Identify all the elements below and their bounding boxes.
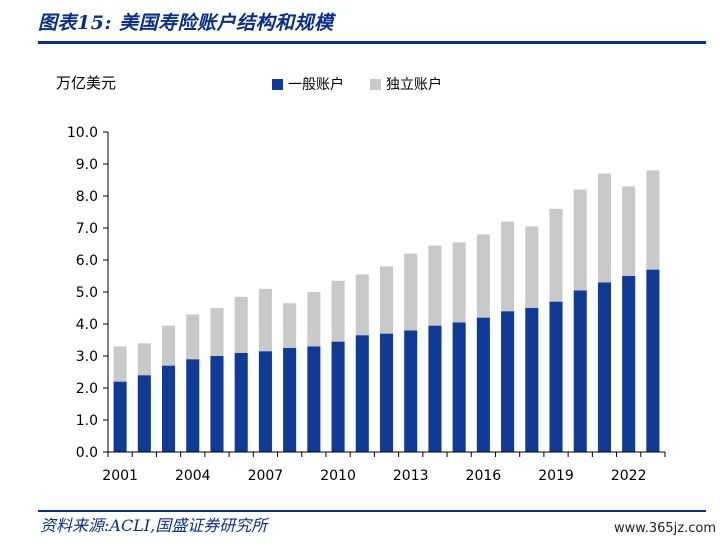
- y-tick-label: 4.0: [76, 317, 98, 333]
- bar-general-2005: [210, 356, 224, 452]
- bar-separate-2004: [186, 314, 200, 360]
- y-tick-label: 5.0: [76, 285, 98, 301]
- bar-separate-2016: [476, 234, 490, 318]
- legend-swatch-separate-account: [370, 78, 381, 90]
- bar-general-2001: [113, 381, 127, 452]
- x-tick-label: 2019: [538, 468, 574, 484]
- bar-separate-2012: [379, 266, 394, 334]
- source-note: 资料来源:ACLI,国盛证券研究所: [40, 516, 268, 535]
- bar-general-2007: [258, 351, 272, 452]
- bar-separate-2014: [428, 245, 442, 326]
- y-tick-label: 6.0: [76, 253, 98, 269]
- x-tick-label: 2022: [611, 468, 647, 484]
- bar-separate-2006: [234, 296, 248, 353]
- figure-number: 图表15:: [38, 12, 112, 34]
- bar-separate-2017: [501, 221, 515, 312]
- bar-separate-2010: [331, 280, 345, 342]
- bar-general-2012: [379, 333, 394, 452]
- bar-separate-2001: [113, 346, 127, 382]
- bar-general-2015: [452, 322, 466, 452]
- legend-swatch-general-account: [272, 78, 283, 90]
- bar-general-2020: [573, 290, 587, 452]
- bar-general-2003: [162, 365, 176, 452]
- bar-general-2018: [525, 308, 539, 452]
- y-tick-label: 9.0: [76, 157, 98, 173]
- bar-general-2019: [549, 301, 563, 452]
- y-axis-unit-label: 万亿美元: [56, 74, 117, 92]
- bar-separate-2003: [162, 325, 176, 366]
- bar-general-2023: [646, 269, 660, 452]
- x-tick-label: 2016: [466, 468, 502, 484]
- bar-separate-2009: [307, 292, 321, 347]
- bar-separate-2002: [137, 343, 151, 376]
- bar-general-2004: [186, 359, 200, 452]
- page-title: 图表15: 美国寿险账户结构和规模: [38, 8, 334, 35]
- bar-general-2009: [307, 346, 321, 452]
- bar-general-2013: [404, 330, 418, 452]
- legend-label-general-account: 一般账户: [288, 77, 344, 93]
- bar-separate-2011: [355, 274, 369, 336]
- figure-title: 美国寿险账户结构和规模: [119, 12, 334, 34]
- watermark: www.365jz.com: [614, 521, 716, 536]
- x-tick-label: 2013: [393, 468, 429, 484]
- bar-separate-2023: [646, 170, 660, 270]
- y-tick-label: 0.0: [76, 445, 98, 461]
- bar-separate-2018: [525, 226, 539, 308]
- y-tick-label: 2.0: [76, 381, 98, 397]
- x-tick-label: 2007: [248, 468, 284, 484]
- legend-label-separate-account: 独立账户: [386, 77, 442, 93]
- bar-general-2008: [283, 348, 297, 452]
- legend-item-general-account: 一般账户: [272, 74, 344, 94]
- bar-general-2021: [597, 282, 611, 452]
- y-tick-label: 8.0: [76, 189, 98, 205]
- bar-separate-2015: [452, 242, 466, 323]
- chart-legend: 一般账户 独立账户: [272, 74, 468, 94]
- bar-general-2022: [622, 276, 636, 452]
- bar-general-2016: [476, 317, 490, 452]
- bar-general-2002: [137, 375, 151, 452]
- x-tick-label: 2001: [102, 468, 138, 484]
- y-tick-label: 3.0: [76, 349, 98, 365]
- bar-separate-2022: [622, 186, 636, 276]
- bar-separate-2013: [404, 253, 418, 331]
- bar-general-2014: [428, 325, 442, 452]
- bar-general-2010: [331, 341, 345, 452]
- bar-general-2011: [355, 335, 369, 452]
- x-tick-label: 2010: [320, 468, 356, 484]
- bar-separate-2005: [210, 308, 224, 356]
- bar-separate-2008: [283, 303, 297, 348]
- bar-general-2017: [501, 311, 515, 452]
- header-divider: [38, 41, 706, 44]
- bar-separate-2020: [573, 189, 587, 291]
- x-tick-label: 2004: [175, 468, 211, 484]
- legend-item-separate-account: 独立账户: [370, 74, 442, 94]
- bar-separate-2021: [597, 173, 611, 283]
- y-tick-label: 1.0: [76, 413, 98, 429]
- bar-general-2006: [234, 352, 248, 452]
- y-tick-label: 10.0: [67, 125, 98, 141]
- bar-separate-2019: [549, 208, 563, 302]
- y-tick-label: 7.0: [76, 221, 98, 237]
- footer-divider: [38, 510, 706, 512]
- bar-separate-2007: [258, 288, 272, 352]
